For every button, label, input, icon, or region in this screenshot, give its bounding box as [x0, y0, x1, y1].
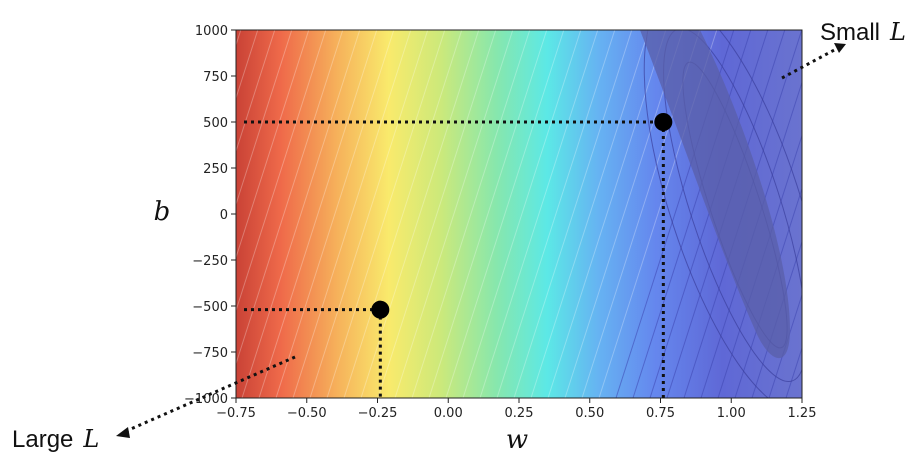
- contour-line: [530, 30, 650, 398]
- large-l-arrowhead: [116, 427, 130, 438]
- small-l-arrowhead: [834, 43, 846, 53]
- contour-line: [258, 30, 378, 398]
- contour-line: [394, 30, 514, 398]
- axis-ticks: −0.75 −0.50 −0.25 0.00 0.25 0.50 0.75 1.00 1.25 1…: [184, 24, 816, 421]
- x-axis-label: w: [506, 425, 528, 455]
- contour-line: [377, 30, 497, 398]
- y-axis-label: b: [154, 197, 171, 227]
- x-tick-label: 0.00: [434, 406, 463, 421]
- contour-line: [717, 133, 802, 398]
- contour-line: [275, 30, 395, 398]
- y-tick-label: 1000: [195, 24, 228, 39]
- contour-line: [236, 30, 276, 153]
- contour-ellipse: [663, 30, 802, 382]
- contour-line: [445, 30, 565, 398]
- contour-line: [236, 30, 344, 366]
- contour-line: [292, 30, 412, 398]
- contour-line: [479, 30, 599, 398]
- contour-line: [785, 346, 802, 398]
- contour-line: [547, 30, 667, 398]
- y-tick-label: 750: [203, 70, 228, 85]
- contour-line: [326, 30, 446, 398]
- contour-line: [564, 30, 684, 398]
- x-tick-label: 0.75: [646, 406, 675, 421]
- large-l-arrow: [123, 355, 296, 434]
- guide-lines: [244, 120, 665, 398]
- contour-line: [513, 30, 633, 398]
- contour-line: [803, 30, 921, 398]
- contour-line: [632, 30, 752, 398]
- contour-ellipse: [643, 30, 802, 398]
- contour-line: [309, 30, 429, 398]
- contour-line: [496, 30, 616, 398]
- data-point: [654, 113, 673, 131]
- small-l-annotation: Small L: [820, 18, 906, 46]
- contour-line: [236, 30, 293, 206]
- data-point: [371, 300, 390, 319]
- contour-lines: [236, 30, 921, 398]
- data-points: [371, 113, 673, 319]
- y-tick-label: −1000: [184, 392, 228, 407]
- contour-line: [360, 30, 480, 398]
- contour-line: [462, 30, 582, 398]
- y-tick-label: 250: [203, 162, 228, 177]
- large-l-annotation: Large L: [12, 425, 99, 453]
- x-tick-label: 1.00: [717, 406, 746, 421]
- x-tick-label: −0.50: [287, 406, 327, 421]
- y-tick-label: 0: [220, 208, 228, 223]
- contour-line: [428, 30, 548, 398]
- contour-line: [241, 30, 361, 398]
- contour-line: [343, 30, 463, 398]
- x-tick-label: 1.25: [788, 406, 817, 421]
- y-tick-label: −500: [192, 300, 228, 315]
- x-tick-label: −0.75: [216, 406, 256, 421]
- y-tick-label: −750: [192, 346, 228, 361]
- x-tick-label: −0.25: [358, 406, 398, 421]
- y-tick-label: −250: [192, 254, 228, 269]
- contour-line: [236, 30, 327, 313]
- low-loss-valley: [640, 30, 790, 359]
- x-tick-label: 0.50: [575, 406, 604, 421]
- x-tick-label: 0.25: [505, 406, 534, 421]
- contour-line: [236, 30, 259, 100]
- y-tick-label: 500: [203, 116, 228, 131]
- contour-line: [411, 30, 531, 398]
- contour-line: [734, 186, 802, 398]
- contour-line: [236, 30, 310, 260]
